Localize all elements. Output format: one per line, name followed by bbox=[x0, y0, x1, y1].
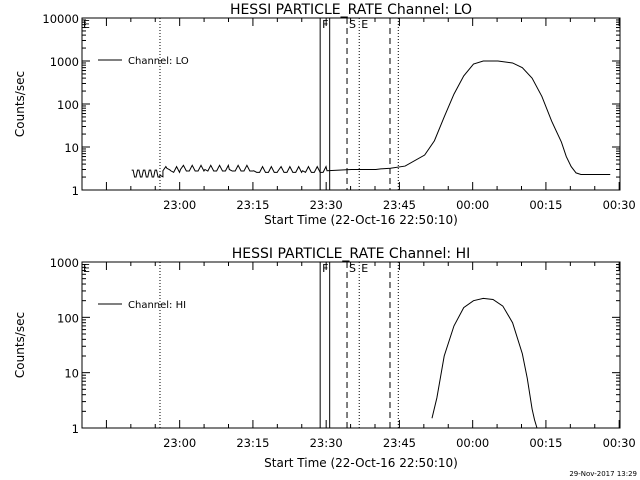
series-line bbox=[131, 60, 611, 178]
plot-frame bbox=[81, 17, 621, 191]
event-marker-label: E bbox=[83, 262, 90, 275]
x-tick-label: 23:15 bbox=[236, 436, 269, 450]
series-line bbox=[431, 297, 538, 429]
y-tick-label: 100 bbox=[57, 98, 79, 112]
generation-timestamp: 29-Nov-2017 13:29 bbox=[569, 470, 637, 478]
event-marker-label: F bbox=[322, 262, 328, 275]
plot-frame bbox=[81, 261, 621, 429]
x-tick-label: 23:30 bbox=[310, 436, 343, 450]
y-tick-label: 1000 bbox=[50, 256, 79, 270]
x-tick-label: 23:00 bbox=[163, 198, 196, 212]
x-tick-label: 00:30 bbox=[603, 198, 636, 212]
x-tick-label: 23:30 bbox=[310, 198, 343, 212]
y-axis-label: Counts/sec bbox=[13, 312, 27, 378]
x-axis-label: Start Time (22-Oct-16 22:50:10) bbox=[264, 213, 458, 227]
panel-lo: HESSI PARTICLE_RATE Channel: LO 1 10 100 100… bbox=[13, 2, 636, 227]
chart-title: HESSI PARTICLE_RATE Channel: HI bbox=[232, 246, 470, 262]
y-tick-label: 1 bbox=[72, 422, 79, 436]
event-marker-label: S bbox=[349, 18, 356, 31]
x-tick-label: 23:00 bbox=[163, 436, 196, 450]
y-tick-label: 1 bbox=[72, 184, 79, 198]
x-tick-label: 00:15 bbox=[529, 198, 562, 212]
legend-label: Channel: LO bbox=[128, 56, 189, 67]
y-axis-label: Counts/sec bbox=[13, 71, 27, 137]
x-tick-label: 23:45 bbox=[383, 198, 416, 212]
y-tick-label: 10 bbox=[64, 141, 79, 155]
x-tick-label: 23:15 bbox=[236, 198, 269, 212]
x-tick-label: 23:45 bbox=[383, 436, 416, 450]
x-tick-label: 00:15 bbox=[529, 436, 562, 450]
chart-title: HESSI PARTICLE_RATE Channel: LO bbox=[230, 2, 472, 18]
panel-hi: HESSI PARTICLE_RATE Channel: HI 1 10 100 100… bbox=[13, 246, 636, 470]
y-tick-label: 1000 bbox=[50, 55, 79, 69]
event-marker-label: F bbox=[322, 18, 328, 31]
event-marker-label: E bbox=[361, 262, 368, 275]
y-tick-label: 10000 bbox=[42, 12, 79, 26]
event-marker-label: E bbox=[83, 18, 90, 31]
legend-label: Channel: HI bbox=[128, 300, 186, 311]
y-tick-label: 100 bbox=[57, 311, 79, 325]
event-marker-label: S bbox=[349, 262, 356, 275]
y-tick-label: 10 bbox=[64, 367, 79, 381]
x-tick-label: 00:30 bbox=[603, 436, 636, 450]
x-tick-label: 00:00 bbox=[456, 198, 489, 212]
x-tick-label: 00:00 bbox=[456, 436, 489, 450]
x-axis-label: Start Time (22-Oct-16 22:50:10) bbox=[264, 456, 458, 470]
event-marker-label: E bbox=[361, 18, 368, 31]
